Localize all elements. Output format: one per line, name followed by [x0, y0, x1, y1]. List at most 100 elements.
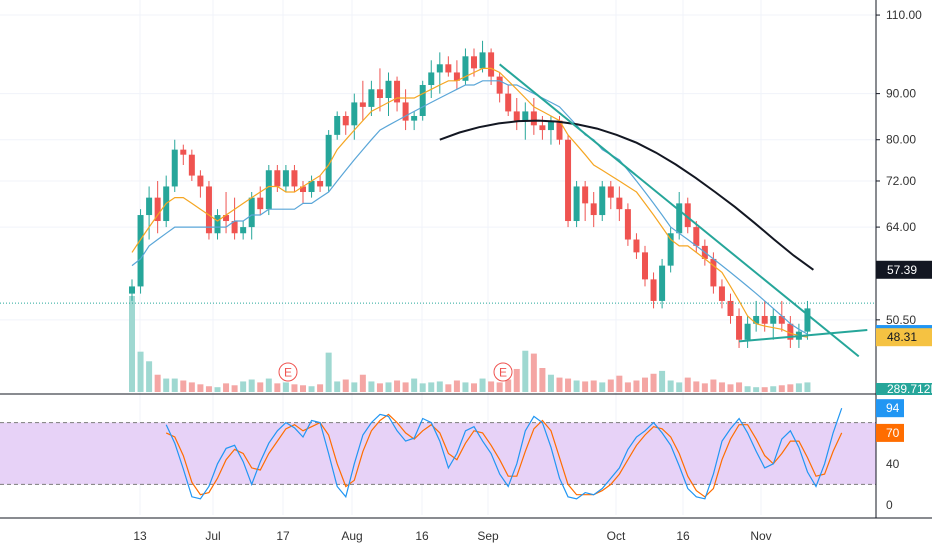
- volume-bar: [496, 382, 503, 392]
- volume-bar: [556, 377, 563, 392]
- x-tick-label: 16: [415, 529, 429, 543]
- volume-bar: [205, 386, 212, 392]
- candle-body: [308, 180, 315, 193]
- candle-body: [368, 89, 375, 107]
- volume-bar: [633, 380, 640, 392]
- stochastic-pane: [0, 408, 876, 500]
- candle-body: [787, 323, 794, 340]
- candle-body: [419, 85, 426, 116]
- candle-body: [718, 286, 725, 301]
- candle-body: [736, 315, 743, 340]
- candle-body: [659, 265, 666, 301]
- candle-body: [342, 115, 349, 126]
- candle-body: [129, 286, 135, 294]
- volume-bar: [582, 381, 589, 392]
- volume-bar: [539, 368, 546, 392]
- volume-bar: [376, 383, 383, 392]
- volume-bar: [248, 379, 255, 392]
- candle-body: [753, 315, 760, 324]
- candle-body: [710, 258, 717, 287]
- earnings-marker-label: E: [499, 366, 507, 380]
- volume-bar: [385, 382, 392, 392]
- volume-bar: [778, 385, 785, 392]
- candle-body: [376, 89, 383, 98]
- candle-body: [496, 76, 503, 94]
- x-tick-label: 17: [276, 529, 290, 543]
- x-tick-label: Oct: [607, 529, 626, 543]
- stoch-tick-label: 40: [886, 457, 900, 471]
- volume-bar: [291, 384, 298, 392]
- volume-bar: [411, 378, 418, 392]
- ema-blue-line: [131, 80, 808, 335]
- volume-bar: [547, 374, 554, 392]
- candle-body: [359, 102, 366, 107]
- volume-bar: [505, 379, 512, 392]
- volume-bar: [753, 387, 760, 392]
- candle-body: [402, 102, 409, 121]
- trendline-lower: [738, 329, 868, 343]
- candle-body: [214, 215, 221, 234]
- volume-bar: [419, 383, 426, 392]
- candle-body: [154, 197, 161, 222]
- volume-bar: [300, 385, 306, 392]
- volume-bar: [795, 383, 802, 392]
- candle-body: [171, 149, 178, 187]
- volume-bar: [693, 381, 700, 392]
- volume-bar: [761, 387, 768, 392]
- volume-bar: [599, 382, 606, 392]
- stoch-band: [0, 422, 876, 485]
- volume-bar: [624, 382, 631, 392]
- candle-body: [231, 221, 238, 234]
- volume-bar: [650, 373, 657, 392]
- candle-body: [300, 186, 306, 193]
- stoch-d-line: [165, 413, 843, 498]
- volume-bar: [188, 382, 195, 392]
- volume-bar: [684, 377, 691, 392]
- volume-bar: [676, 382, 683, 392]
- candle-body: [530, 111, 537, 126]
- volume-bar: [701, 383, 708, 392]
- volume-bar: [718, 382, 725, 392]
- volume-bar: [462, 382, 469, 392]
- volume-bar: [428, 382, 435, 392]
- volume-bar: [180, 380, 187, 392]
- candle-body: [513, 111, 520, 121]
- candle-body: [607, 186, 614, 198]
- volume-bar: [402, 382, 409, 392]
- trendlines: [499, 63, 868, 358]
- x-tick-label: Sep: [477, 529, 499, 543]
- volume-bar: [231, 385, 238, 392]
- volume-bar: [530, 353, 537, 392]
- volume-bar: [642, 377, 648, 392]
- volume-bar: [471, 383, 477, 392]
- volume-bar: [351, 382, 358, 392]
- volume-bar: [197, 384, 204, 392]
- x-tick-label: Nov: [750, 529, 771, 543]
- candle-body: [325, 134, 332, 187]
- candle-body: [351, 102, 358, 126]
- candle-body: [539, 125, 546, 131]
- candle-body: [436, 64, 443, 73]
- volume-bar: [736, 382, 743, 392]
- candle-body: [462, 56, 469, 81]
- price-tick-label: 64.00: [886, 220, 916, 234]
- price-tick-label: 50.50: [886, 313, 916, 327]
- volume-bar: [607, 379, 614, 392]
- volume-bar: [445, 384, 452, 392]
- candle-body: [137, 215, 144, 287]
- candlesticks: [129, 40, 811, 348]
- ema-orange-line: [131, 67, 808, 338]
- candle-body: [223, 215, 230, 222]
- volume-bar: [223, 383, 230, 392]
- stoch-badge-label: 70: [886, 426, 900, 440]
- volume-bar: [565, 378, 572, 392]
- volume-badge: [876, 383, 932, 395]
- candle-body: [257, 197, 264, 210]
- candle-body: [693, 227, 700, 246]
- candle-body: [642, 252, 648, 280]
- sma-black-line: [439, 119, 814, 271]
- candle-body: [556, 120, 563, 140]
- candle-body: [770, 315, 777, 324]
- price-tick-label: 80.00: [886, 133, 916, 147]
